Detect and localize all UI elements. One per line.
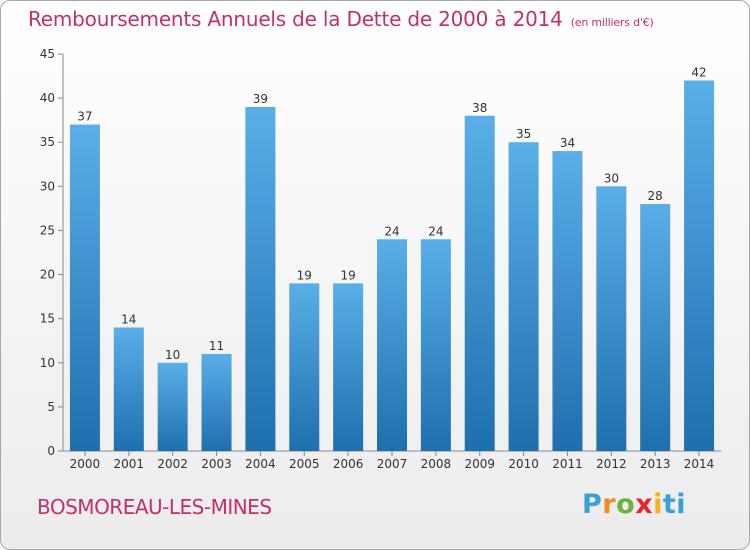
bar-2004 (245, 106, 276, 451)
x-tick-label: 2001 (114, 457, 145, 471)
bar-2002 (157, 362, 188, 451)
data-label: 14 (121, 312, 136, 326)
data-label: 28 (648, 189, 663, 203)
proxiti-logo: Proxiti (582, 489, 687, 520)
y-tick-label: 25 (40, 223, 55, 237)
x-tick-label: 2004 (245, 457, 276, 471)
axes: 0 5 10 15 20 25 30 35 40 45 2000 2001 2002 2003 2004 20… (40, 47, 721, 471)
data-label: 19 (297, 268, 312, 282)
data-label: 38 (472, 101, 487, 115)
bar-2000 (69, 124, 100, 452)
data-label: 35 (516, 127, 531, 141)
bar-2012 (596, 186, 627, 452)
data-label: 19 (340, 268, 355, 282)
data-label: 39 (253, 92, 268, 106)
y-tick-label: 35 (40, 135, 55, 149)
x-tick-label: 2010 (508, 457, 539, 471)
data-label: 24 (384, 224, 399, 238)
bar-2014 (684, 80, 715, 451)
x-tick-label: 2000 (70, 457, 101, 471)
data-label: 30 (604, 171, 619, 185)
y-tick-label: 30 (40, 179, 55, 193)
data-label: 11 (209, 339, 224, 353)
bar-2007 (377, 239, 407, 451)
x-tick-label: 2009 (464, 457, 495, 471)
commune-name: BOSMOREAU-LES-MINES (37, 495, 272, 519)
data-label: 42 (691, 65, 706, 79)
chart-title-text: Remboursements Annuels de la Dette de 20… (28, 7, 563, 31)
data-label: 34 (560, 136, 575, 150)
x-tick-label: 2007 (377, 457, 408, 471)
bar-2010 (508, 142, 539, 451)
bar-2008 (420, 239, 451, 451)
x-tick-label: 2014 (684, 457, 715, 471)
y-tick-label: 45 (40, 47, 55, 61)
x-tick-label: 2003 (201, 457, 232, 471)
x-tick-label: 2002 (157, 457, 188, 471)
y-tick-label: 0 (47, 444, 55, 458)
y-tick-label: 40 (40, 91, 55, 105)
data-label: 37 (77, 110, 92, 124)
y-tick-label: 5 (47, 400, 55, 414)
x-tick-label: 2011 (552, 457, 583, 471)
x-tick-label: 2013 (640, 457, 671, 471)
bars (69, 80, 715, 452)
bar-2006 (333, 283, 364, 451)
x-tick-label: 2005 (289, 457, 320, 471)
data-labels: 37 14 10 11 39 19 19 24 24 38 35 34 30 28 42 (77, 65, 706, 361)
x-tick-label: 2012 (596, 457, 627, 471)
bar-2011 (552, 151, 583, 452)
data-label: 10 (165, 348, 180, 362)
chart-title: Remboursements Annuels de la Dette de 20… (28, 7, 654, 31)
data-label: 24 (428, 224, 443, 238)
bar-2003 (201, 353, 232, 451)
bar-2013 (640, 203, 671, 451)
chart-unit: (en milliers d'€) (570, 16, 654, 29)
bar-2005 (289, 283, 320, 451)
bar-2001 (113, 327, 144, 451)
bar-2009 (464, 115, 495, 451)
y-tick-label: 10 (40, 356, 55, 370)
x-tick-label: 2006 (333, 457, 364, 471)
x-tick-label: 2008 (421, 457, 452, 471)
y-tick-label: 15 (40, 312, 55, 326)
y-tick-label: 20 (40, 268, 55, 282)
